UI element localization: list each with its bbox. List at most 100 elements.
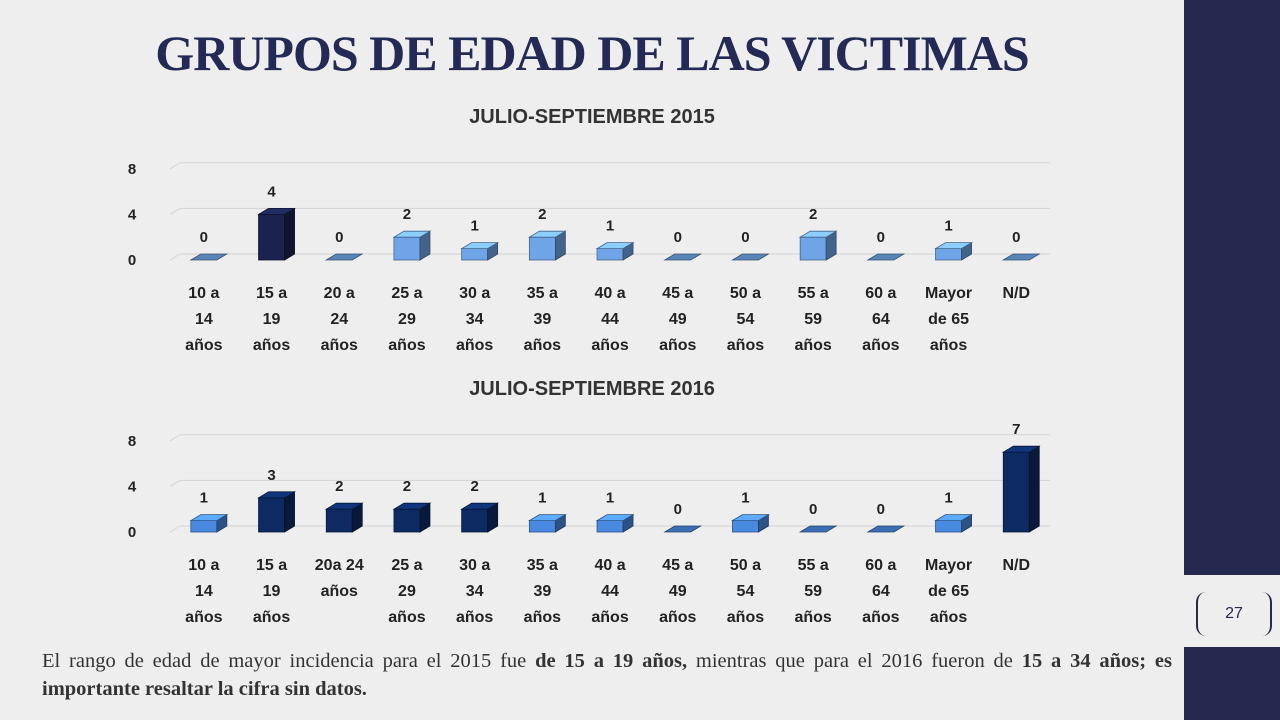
x-tick-label: años [862,337,899,354]
data-label: 0 [200,229,208,246]
bar [392,230,432,261]
bar [257,207,296,261]
x-tick-label: años [456,337,493,354]
x-tick-label: años [524,337,561,354]
data-label: 1 [538,490,546,507]
x-tick-label: 15 a [256,285,287,302]
bar [324,253,364,261]
gridline-depth [169,479,181,487]
bar [1001,253,1041,261]
footnote-text-2: mientras que para el 2016 fueron de [687,650,1022,672]
x-tick-label: 60 a [865,285,896,302]
bar [798,525,838,533]
data-label: 2 [470,478,478,495]
data-label: 1 [200,490,208,507]
gridline-depth [169,434,181,442]
x-tick-label: 35 a [527,557,558,574]
x-tick-label: 40 a [594,285,625,302]
x-tick-label: 45 a [662,557,693,574]
y-tick-label: 0 [128,252,136,269]
bar [189,513,229,533]
bar [866,253,906,261]
bar-chart-2016: 0 4 8 1 10 a 14 años 3 15 a 19 años 2 20a 24 años 2 25 … [128,421,1050,626]
data-label: 2 [403,478,411,495]
x-tick-label: 55 a [798,285,829,302]
x-tick-label: 30 a [459,285,490,302]
x-tick-label: 20a 24 [315,557,364,574]
x-tick-label: años [185,337,222,354]
y-tick-label: 4 [128,206,137,223]
x-tick-label: años [253,337,290,354]
x-tick-label: años [659,337,696,354]
x-tick-label: 59 [804,311,822,328]
x-tick-label: 55 a [798,557,829,574]
x-tick-label: 64 [872,583,890,600]
x-tick-label: 45 a [662,285,693,302]
x-tick-label: años [659,609,696,626]
x-tick-label: años [862,609,899,626]
x-tick-label: años [388,337,425,354]
bar [595,513,635,533]
bar [460,241,500,261]
data-label: 1 [470,218,478,235]
x-tick-label: 10 a [188,285,219,302]
x-tick-label: 15 a [256,557,287,574]
bar [189,253,229,261]
x-tick-label: 24 [330,311,348,328]
x-tick-label: 49 [669,311,687,328]
x-tick-label: años [388,609,425,626]
footnote-bold-2: 15 a 34 años; es importante resaltar la … [42,650,1172,700]
footnote: El rango de edad de mayor incidencia par… [42,647,1172,703]
x-tick-label: 29 [398,583,416,600]
x-tick-label: años [727,337,764,354]
data-label: 2 [403,206,411,223]
data-label: 0 [674,229,682,246]
chart-title-2016: JULIO-SEPTIEMBRE 2016 [469,378,715,400]
x-tick-label: 34 [466,583,484,600]
x-tick-label: 59 [804,583,822,600]
x-tick-label: años [456,609,493,626]
footnote-text-1: El rango de edad de mayor incidencia par… [42,650,536,672]
x-tick-label: años [591,337,628,354]
data-label: 2 [335,478,343,495]
x-tick-label: 10 a [188,557,219,574]
x-tick-label: 44 [601,583,619,600]
page-number: 27 [1225,605,1243,622]
bar [460,502,500,533]
data-label: 4 [267,183,276,200]
x-tick-label: 14 [195,311,213,328]
x-tick-label: de 65 [928,583,969,600]
x-tick-label: 35 a [527,285,558,302]
x-tick-label: años [727,609,764,626]
bar-chart-2015: 0 4 8 0 10 a 14 años 4 15 a 19 años 0 20 a 24 años 2 25 … [128,161,1050,354]
gridline-depth [169,162,181,170]
bar [934,513,973,533]
bar [798,230,838,261]
x-tick-label: años [321,337,358,354]
data-label: 0 [809,501,817,518]
data-label: 0 [335,229,343,246]
data-label: 1 [606,490,614,507]
x-tick-label: 25 a [391,557,422,574]
x-tick-label: 29 [398,311,416,328]
data-label: 1 [944,490,952,507]
data-label: 0 [741,229,749,246]
data-label: 1 [606,218,614,235]
x-tick-label: N/D [1002,285,1030,302]
bar [595,241,635,261]
data-label: 3 [267,467,275,484]
footnote-bold-1: de 15 a 19 años, [535,650,688,672]
x-tick-label: 39 [533,311,551,328]
x-tick-label: 64 [872,311,890,328]
bar [731,253,770,261]
bar [257,491,296,533]
bar [1001,445,1041,533]
x-tick-label: 34 [466,311,484,328]
x-tick-label: Mayor [925,557,972,574]
x-tick-label: 50 a [730,557,761,574]
bar [866,525,906,533]
x-tick-label: 54 [737,583,755,600]
bar [934,241,973,261]
x-tick-label: años [253,609,290,626]
x-tick-label: N/D [1002,557,1030,574]
